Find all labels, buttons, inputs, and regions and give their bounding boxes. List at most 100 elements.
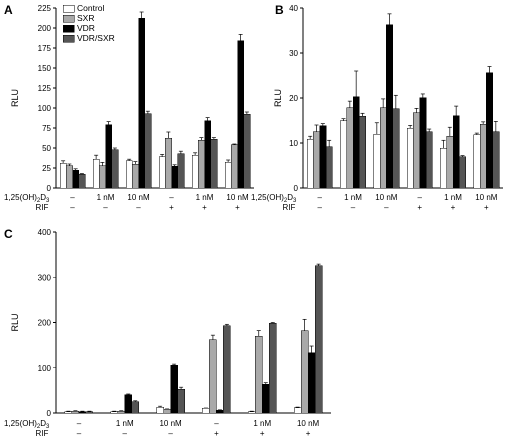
bar-sxr bbox=[313, 131, 320, 189]
group-label-d3: 10 nM bbox=[297, 419, 320, 428]
group-label-d3: – bbox=[417, 193, 422, 202]
group-label-rif: – bbox=[351, 203, 356, 212]
group-label-d3: – bbox=[70, 193, 75, 202]
legend-entry: Control bbox=[77, 3, 105, 13]
bar-vdr-sxr bbox=[459, 156, 466, 189]
bar-vdr-sxr bbox=[111, 149, 119, 189]
bar-vdr-sxr bbox=[392, 108, 400, 189]
bar-vdr bbox=[319, 125, 327, 189]
bar-vdr-sxr bbox=[243, 114, 251, 189]
legend-entry: VDR/SXR bbox=[77, 33, 115, 43]
bar-sxr bbox=[99, 165, 106, 189]
y-tick-label: 150 bbox=[38, 64, 52, 73]
bar-sxr bbox=[346, 107, 354, 189]
y-tick-label: 0 bbox=[47, 184, 52, 193]
bar-vdr-sxr bbox=[131, 401, 139, 414]
legend-swatch bbox=[62, 4, 75, 13]
bar-control bbox=[306, 139, 314, 189]
bar-sxr bbox=[165, 138, 172, 189]
y-tick-label: 175 bbox=[38, 44, 52, 53]
group-label-rif: + bbox=[202, 203, 207, 212]
group-label-rif: – bbox=[384, 203, 389, 212]
group-label-d3: 10 nM bbox=[226, 193, 249, 202]
y-tick-label: 20 bbox=[289, 94, 298, 103]
group-label-rif: – bbox=[70, 203, 75, 212]
bar-vdr bbox=[486, 72, 493, 189]
y-tick-label: 50 bbox=[42, 144, 51, 153]
legend-entry: VDR bbox=[77, 23, 95, 33]
bar-vdr-sxr bbox=[314, 265, 323, 414]
panel-label: A bbox=[4, 3, 13, 17]
bar-vdr-sxr bbox=[492, 131, 500, 189]
bar-control bbox=[158, 156, 166, 189]
bar-control bbox=[473, 134, 481, 189]
bar-vdr bbox=[204, 120, 211, 189]
group-label-d3: 10 nM bbox=[375, 193, 398, 202]
y-tick-label: 100 bbox=[38, 364, 52, 373]
group-label-d3: – bbox=[214, 419, 219, 428]
bar-sxr bbox=[413, 112, 420, 189]
bar-vdr bbox=[307, 352, 316, 414]
bar-control bbox=[125, 160, 133, 189]
bar-control bbox=[340, 120, 347, 189]
group-label-d3: – bbox=[317, 193, 322, 202]
y-tick-label: 125 bbox=[38, 84, 52, 93]
bar-control bbox=[406, 127, 414, 189]
y-tick-label: 75 bbox=[42, 124, 51, 133]
legend-swatch bbox=[62, 24, 75, 33]
bar-sxr bbox=[379, 107, 387, 189]
group-label-d3: 10 nM bbox=[475, 193, 498, 202]
bar-sxr bbox=[163, 409, 171, 414]
bar-sxr bbox=[66, 165, 73, 189]
bar-sxr bbox=[209, 339, 217, 414]
bar-control bbox=[110, 411, 118, 414]
group-label-d3: 1 nM bbox=[97, 193, 115, 202]
bar-control bbox=[59, 162, 67, 189]
bar-vdr bbox=[386, 24, 393, 189]
y-tick-label: 200 bbox=[38, 319, 52, 328]
y-tick-label: 25 bbox=[42, 164, 51, 173]
y-tick-label: 225 bbox=[38, 4, 52, 13]
group-label-d3: – bbox=[169, 193, 174, 202]
bar-sxr bbox=[132, 163, 139, 189]
group-label-d3: 1 nM bbox=[444, 193, 462, 202]
bar-vdr bbox=[105, 124, 112, 189]
y-tick-label: 200 bbox=[38, 24, 52, 33]
row-label-d3: 1,25(OH)2D3 bbox=[4, 193, 50, 204]
group-label-rif: + bbox=[451, 203, 456, 212]
bar-vdr bbox=[216, 410, 224, 414]
group-label-rif: – bbox=[123, 429, 128, 438]
group-label-rif: + bbox=[214, 429, 219, 438]
legend-swatch bbox=[62, 14, 75, 23]
bar-vdr-sxr bbox=[269, 323, 277, 414]
bar-vdr bbox=[419, 97, 427, 189]
y-tick-label: 0 bbox=[294, 184, 299, 193]
bar-sxr bbox=[446, 136, 454, 189]
legend-entry: SXR bbox=[77, 13, 94, 23]
panel-label: C bbox=[4, 227, 13, 241]
y-axis-label: RLU bbox=[10, 89, 20, 107]
y-axis-label: RLU bbox=[273, 89, 283, 107]
row-label-rif: RIF bbox=[36, 203, 49, 212]
bar-control bbox=[64, 411, 73, 414]
bar-vdr-sxr bbox=[177, 389, 185, 414]
group-label-rif: + bbox=[169, 203, 174, 212]
bar-control bbox=[156, 406, 164, 414]
bar-sxr bbox=[231, 144, 238, 189]
group-label-d3: 1 nM bbox=[344, 193, 362, 202]
row-label-d3: 1,25(OH)2D3 bbox=[251, 193, 297, 204]
y-tick-label: 10 bbox=[289, 139, 298, 148]
y-axis-label: RLU bbox=[10, 313, 20, 331]
y-tick-label: 100 bbox=[38, 104, 52, 113]
group-label-rif: + bbox=[306, 429, 311, 438]
bar-sxr bbox=[255, 335, 263, 414]
bar-vdr bbox=[78, 411, 87, 414]
bar-sxr bbox=[117, 410, 125, 414]
y-tick-label: 400 bbox=[38, 228, 52, 237]
bar-sxr bbox=[71, 410, 80, 414]
row-label-d3: 1,25(OH)2D3 bbox=[4, 419, 50, 430]
bar-vdr-sxr bbox=[85, 411, 94, 414]
